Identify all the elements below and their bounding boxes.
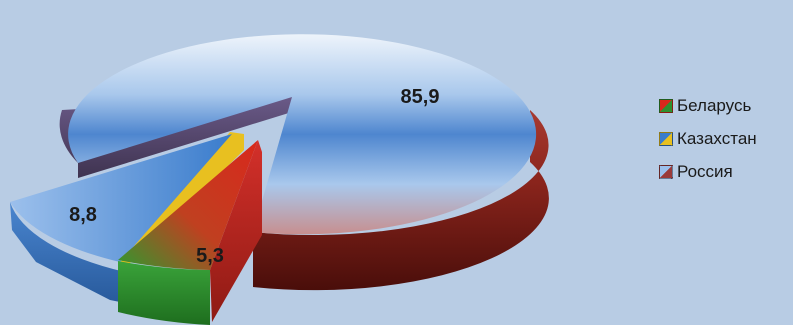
pie-slice-kazakhstan-rim <box>10 202 125 303</box>
legend-swatch-russia <box>659 165 673 179</box>
pie-slice-belarus-side-wall <box>210 140 262 322</box>
legend-item-kazakhstan: Казахстан <box>659 129 757 149</box>
legend-item-russia: Россия <box>659 162 757 182</box>
data-label-kazakhstan: 8,8 <box>69 204 97 226</box>
legend-label-belarus: Беларусь <box>677 96 752 115</box>
pie-slice-belarus <box>118 140 258 270</box>
pie-slice-kazakhstan-inner-wall <box>118 132 244 265</box>
pie-slice-belarus-rim <box>118 261 210 325</box>
legend-label-kazakhstan: Казахстан <box>677 129 757 148</box>
data-label-russia: 85,9 <box>401 86 440 108</box>
pie-slice-russia <box>68 34 537 235</box>
legend-swatch-kazakhstan <box>659 132 673 146</box>
data-label-belarus: 5,3 <box>196 245 224 267</box>
legend-label-russia: Россия <box>677 162 733 181</box>
legend-swatch-belarus <box>659 99 673 113</box>
legend-item-belarus: Беларусь <box>659 96 757 116</box>
pie-slice-kazakhstan <box>10 134 232 262</box>
pie-slice-russia-rim <box>253 110 549 291</box>
legend: Беларусь Казахстан Россия <box>659 96 757 195</box>
